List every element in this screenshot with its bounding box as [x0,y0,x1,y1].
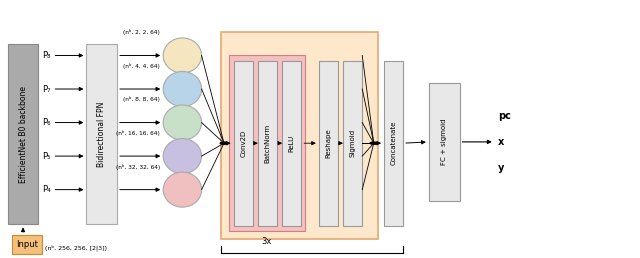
Text: (nᵇ, 16, 16, 64): (nᵇ, 16, 16, 64) [116,130,160,136]
Text: Sigmoid: Sigmoid [349,129,356,157]
Ellipse shape [163,105,202,140]
FancyBboxPatch shape [282,61,301,226]
Text: EfficientNet B0 backbone: EfficientNet B0 backbone [19,86,28,183]
Text: (nᵇ, 2, 2, 64): (nᵇ, 2, 2, 64) [123,29,160,35]
FancyBboxPatch shape [221,32,378,239]
Circle shape [220,141,228,145]
FancyBboxPatch shape [343,61,362,226]
Text: (nᵇ, 256, 256, [2|3]): (nᵇ, 256, 256, [2|3]) [45,245,108,252]
Text: Input: Input [16,240,38,249]
Text: Reshape: Reshape [325,128,332,158]
FancyBboxPatch shape [86,44,117,224]
Text: P₄: P₄ [42,185,51,194]
FancyBboxPatch shape [12,235,42,254]
Text: P₇: P₇ [42,85,51,93]
FancyBboxPatch shape [429,83,460,201]
Text: y: y [498,163,504,173]
FancyBboxPatch shape [8,44,38,224]
FancyBboxPatch shape [384,61,403,226]
Text: (nᵇ, 32, 32, 64): (nᵇ, 32, 32, 64) [116,164,160,170]
Text: pᴄ: pᴄ [498,111,511,121]
FancyBboxPatch shape [258,61,277,226]
FancyBboxPatch shape [319,61,338,226]
Text: FC + sigmoid: FC + sigmoid [441,119,447,165]
Text: P₆: P₆ [42,118,51,127]
Text: Conv2D: Conv2D [240,130,246,157]
Text: Concatenate: Concatenate [390,121,397,165]
Ellipse shape [163,71,202,107]
Text: P₅: P₅ [42,152,51,160]
Ellipse shape [163,139,202,174]
Text: Bidirectional FPN: Bidirectional FPN [97,101,106,167]
Ellipse shape [163,172,202,207]
Text: ReLU: ReLU [289,135,295,152]
Ellipse shape [163,38,202,73]
Text: 3x: 3x [262,237,272,246]
FancyBboxPatch shape [229,55,305,231]
Text: (nᵇ, 8, 8, 64): (nᵇ, 8, 8, 64) [123,96,160,102]
FancyBboxPatch shape [234,61,253,226]
Text: BatchNorm: BatchNorm [264,124,271,163]
Text: (nᵇ, 4, 4, 64): (nᵇ, 4, 4, 64) [123,63,160,69]
Circle shape [369,141,378,145]
Text: P₈: P₈ [42,51,51,60]
Text: x: x [498,137,504,147]
